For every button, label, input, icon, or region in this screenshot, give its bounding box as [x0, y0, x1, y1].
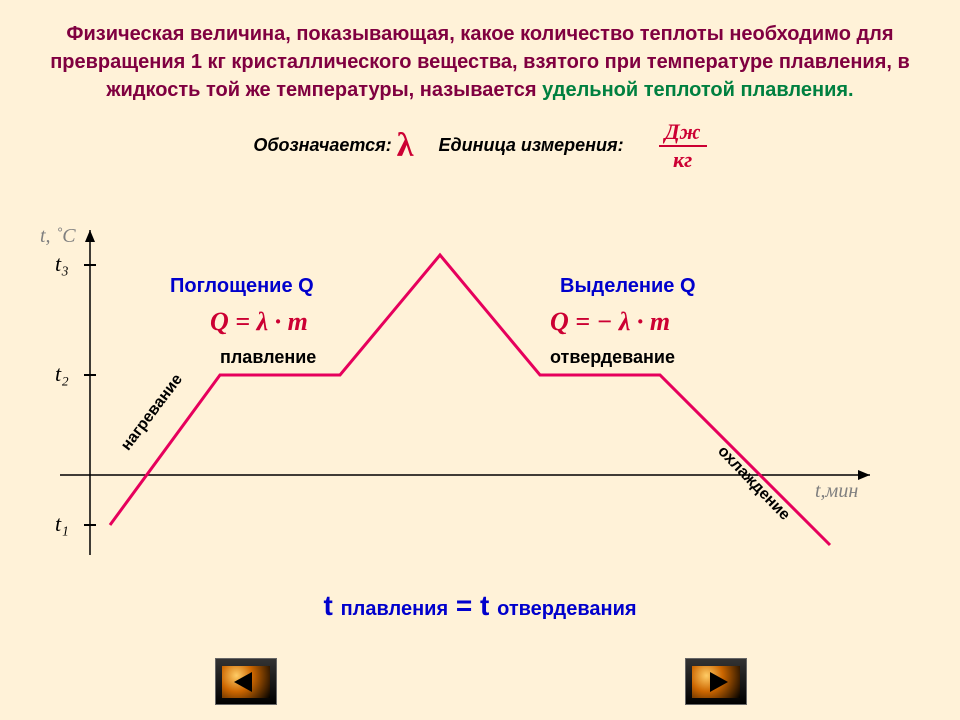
label-absorption: Поглощение Q — [170, 275, 314, 298]
bf-part3: отвердевания — [497, 598, 636, 620]
label-solidification: отвердевание — [550, 347, 675, 368]
label-emission: Выделение Q — [560, 275, 696, 298]
nav-next-icon — [692, 666, 740, 698]
lambda-symbol: λ — [397, 127, 414, 164]
bf-part0: t — [323, 590, 340, 621]
tick-t3: t₃ — [55, 251, 69, 277]
chart-area: t, ˚C t,мин t₁ t₂ t₃ Поглощение Q Выделе… — [40, 225, 920, 565]
definition-text: Физическая величина, показывающая, какое… — [0, 0, 960, 109]
tick-t1: t₁ — [55, 511, 69, 537]
formula-absorb: Q = λ · m — [210, 307, 308, 337]
notation-label1: Обозначается: — [253, 135, 391, 155]
formula-emit: Q = − λ · m — [550, 307, 670, 337]
nav-prev-button[interactable] — [215, 658, 277, 705]
bottom-equation: t плавления = t отвердевания — [0, 590, 960, 622]
label-melting: плавление — [220, 347, 316, 368]
unit-denominator: кг — [659, 147, 707, 173]
nav-prev-icon — [222, 666, 270, 698]
nav-next-button[interactable] — [685, 658, 747, 705]
x-axis-label: t,мин — [815, 480, 858, 503]
definition-highlight: удельной теплотой плавления. — [542, 79, 853, 101]
tick-t2: t₂ — [55, 361, 69, 387]
bf-part1: плавления — [341, 598, 449, 620]
bf-part2: = t — [448, 590, 497, 621]
unit-numerator: Дж — [659, 119, 707, 147]
notation-row: Обозначается: λ Единица измерения: Дж кг — [0, 119, 960, 173]
unit-fraction: Дж кг — [659, 119, 707, 173]
y-axis-label: t, ˚C — [40, 225, 76, 248]
notation-label2: Единица измерения: — [439, 135, 624, 155]
